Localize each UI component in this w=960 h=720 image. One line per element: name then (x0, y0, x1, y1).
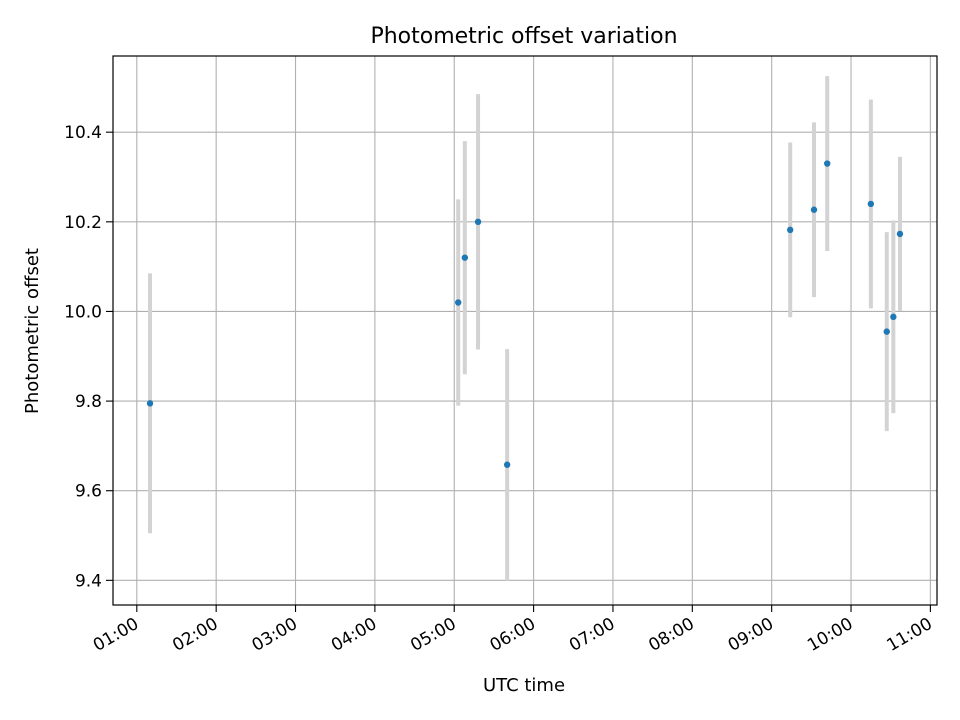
data-point (883, 328, 890, 335)
x-tick-label: 11:00 (883, 614, 935, 656)
data-point (786, 226, 794, 234)
data-point (896, 230, 904, 238)
x-tick-label: 03:00 (249, 614, 301, 656)
chart-title: Photometric offset variation (370, 24, 677, 49)
grid (113, 56, 937, 605)
data-point (146, 400, 154, 407)
data-point (810, 206, 818, 213)
data-points (146, 160, 904, 468)
x-tick-label: 09:00 (725, 614, 777, 656)
y-axis-ticks: 9.4 9.6 9.8 10.0 10.2 10.4 (64, 123, 113, 591)
data-point (455, 299, 462, 306)
x-tick-label: 08:00 (645, 614, 697, 656)
x-tick-label: 07:00 (566, 614, 618, 656)
y-tick-label: 9.6 (75, 482, 102, 502)
data-point (867, 200, 875, 208)
y-tick-label: 9.4 (75, 571, 102, 591)
y-tick-label: 10.4 (64, 123, 102, 143)
data-point (503, 461, 511, 468)
y-tick-label: 10.2 (64, 213, 102, 233)
x-tick-label: 04:00 (328, 614, 380, 656)
data-point (824, 160, 831, 167)
data-point (474, 218, 482, 226)
x-tick-label: 10:00 (804, 614, 856, 656)
errorbars (148, 76, 902, 581)
y-tick-label: 10.0 (64, 302, 102, 322)
x-tick-label: 05:00 (407, 614, 459, 656)
data-point (890, 313, 897, 321)
x-tick-label: 02:00 (169, 614, 221, 656)
y-axis-label: Photometric offset (22, 248, 43, 414)
x-tick-label: 06:00 (487, 614, 539, 656)
data-point (461, 254, 469, 261)
y-tick-label: 9.8 (75, 392, 102, 412)
x-tick-label: 01:00 (90, 614, 142, 656)
plot-frame (112, 55, 938, 606)
x-axis-ticks: 01:00 02:00 03:00 04:00 05:00 06:00 07:00 08:00… (90, 605, 936, 656)
x-axis-label: UTC time (483, 675, 565, 696)
